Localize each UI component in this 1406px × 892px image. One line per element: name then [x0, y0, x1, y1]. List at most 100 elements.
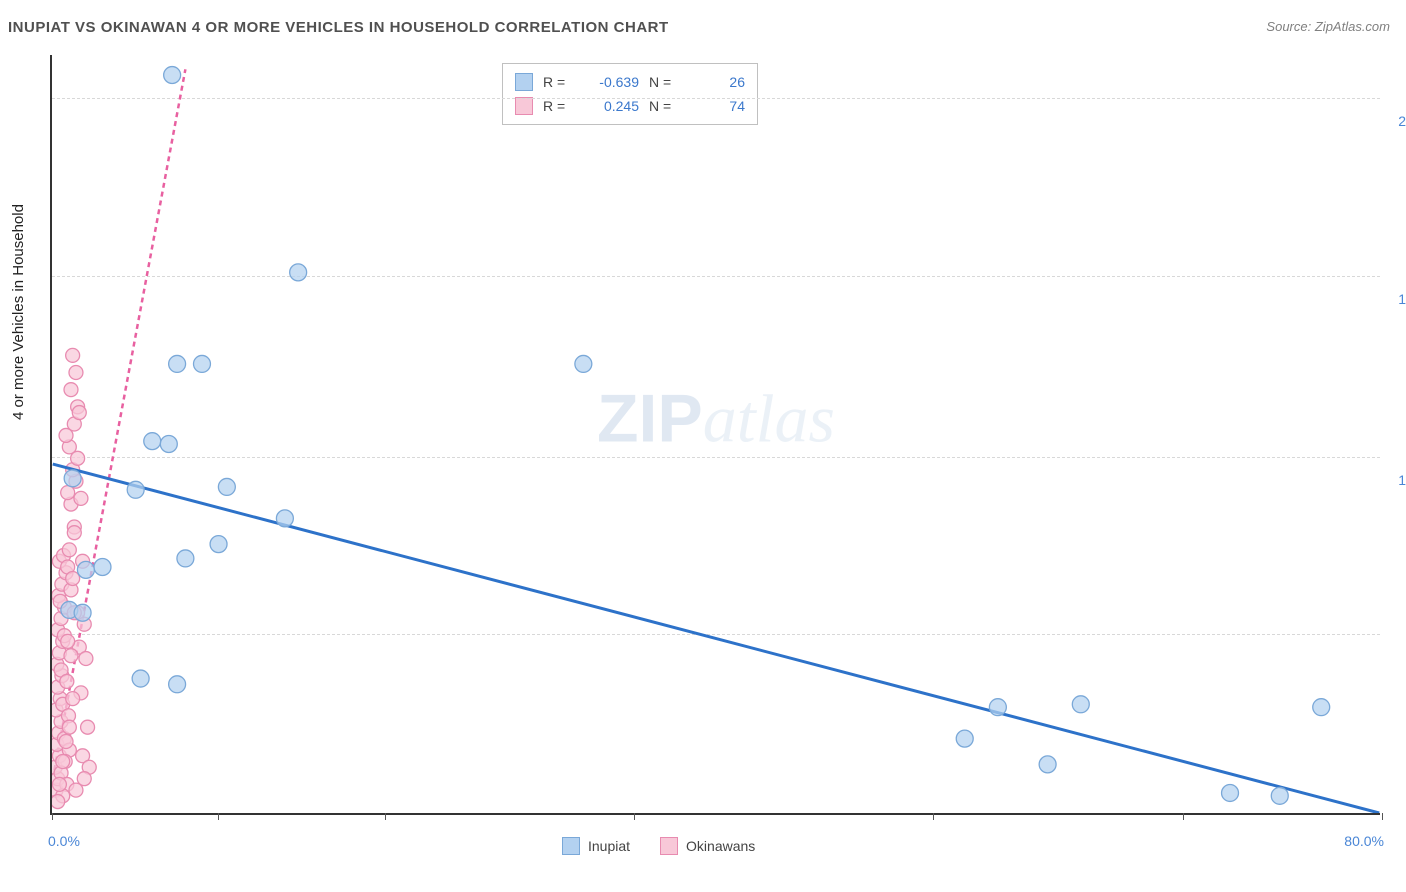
watermark-bold: ZIP: [597, 380, 703, 456]
data-point: [71, 400, 85, 414]
header-bar: INUPIAT VS OKINAWAN 4 OR MORE VEHICLES I…: [8, 15, 1398, 43]
data-point: [71, 451, 85, 465]
data-point: [52, 777, 66, 791]
x-tick: [52, 813, 53, 820]
series-legend: Inupiat Okinawans: [562, 837, 755, 855]
x-tick: [385, 813, 386, 820]
data-point: [64, 583, 78, 597]
data-point: [132, 670, 149, 687]
data-point: [58, 755, 72, 769]
x-tick-label: 0.0%: [48, 833, 80, 849]
y-tick-label: 18.8%: [1382, 291, 1406, 307]
data-point: [69, 783, 83, 797]
data-point: [77, 561, 94, 578]
data-point: [69, 366, 83, 380]
data-point: [59, 566, 73, 580]
data-point: [290, 264, 307, 281]
data-point: [52, 554, 66, 568]
data-point: [67, 526, 81, 540]
y-axis-label: 4 or more Vehicles in Household: [10, 204, 27, 420]
data-point: [61, 601, 78, 618]
watermark-light: atlas: [703, 380, 835, 456]
data-point: [64, 497, 78, 511]
data-point: [76, 749, 90, 763]
data-point: [52, 703, 63, 717]
data-point: [57, 732, 71, 746]
data-point: [62, 440, 76, 454]
y-tick-label: 6.3%: [1382, 649, 1406, 665]
data-point: [77, 617, 91, 631]
n-label: N =: [649, 74, 679, 90]
x-tick: [1183, 813, 1184, 820]
legend-item-okinawans: Okinawans: [660, 837, 755, 855]
data-point: [54, 612, 68, 626]
data-point: [66, 348, 80, 362]
data-point: [72, 406, 86, 420]
data-point: [169, 676, 186, 693]
data-point: [57, 600, 71, 614]
data-point: [64, 383, 78, 397]
legend-label-okinawans: Okinawans: [686, 838, 755, 854]
data-point: [64, 649, 78, 663]
data-point: [62, 720, 76, 734]
legend-row-inupiat: R = -0.639 N = 26: [515, 70, 745, 94]
data-point: [61, 634, 75, 648]
swatch-inupiat: [562, 837, 580, 855]
data-point: [57, 549, 71, 563]
plot-area: ZIPatlas R = -0.639 N = 26 R = 0.245 N =…: [50, 55, 1380, 815]
r-label: R =: [543, 98, 573, 114]
data-point: [67, 417, 81, 431]
source-label: Source:: [1266, 19, 1311, 34]
legend-item-inupiat: Inupiat: [562, 837, 630, 855]
data-point: [575, 355, 592, 372]
data-point: [69, 474, 83, 488]
data-point: [61, 560, 75, 574]
data-point: [989, 699, 1006, 716]
trend-line: [54, 69, 185, 770]
data-point: [164, 67, 181, 84]
data-point: [77, 772, 91, 786]
data-point: [66, 571, 80, 585]
n-label: N =: [649, 98, 679, 114]
data-point: [74, 491, 88, 505]
data-point: [1271, 787, 1288, 804]
trend-line: [53, 464, 1380, 813]
data-point: [59, 735, 73, 749]
data-point: [52, 795, 65, 809]
legend-label-inupiat: Inupiat: [588, 838, 630, 854]
data-point: [79, 652, 93, 666]
data-point: [160, 436, 177, 453]
x-tick-label: 80.0%: [1344, 833, 1384, 849]
data-point: [62, 543, 76, 557]
data-point: [177, 550, 194, 567]
data-point: [52, 783, 63, 797]
swatch-okinawans: [515, 97, 533, 115]
n-value-okinawans: 74: [689, 98, 745, 114]
data-point: [54, 766, 68, 780]
data-point: [54, 663, 68, 677]
data-point: [956, 730, 973, 747]
data-point: [210, 536, 227, 553]
x-tick: [933, 813, 934, 820]
data-point: [57, 629, 71, 643]
data-point: [66, 463, 80, 477]
correlation-legend: R = -0.639 N = 26 R = 0.245 N = 74: [502, 63, 758, 125]
data-point: [62, 709, 76, 723]
chart-title: INUPIAT VS OKINAWAN 4 OR MORE VEHICLES I…: [8, 19, 669, 36]
gridline: [52, 276, 1380, 277]
r-value-okinawans: 0.245: [583, 98, 639, 114]
data-point: [67, 606, 81, 620]
data-point: [76, 554, 90, 568]
r-label: R =: [543, 74, 573, 90]
data-point: [52, 589, 66, 603]
data-point: [52, 749, 66, 763]
r-value-inupiat: -0.639: [583, 74, 639, 90]
data-point: [60, 777, 74, 791]
data-point: [127, 481, 144, 498]
data-point: [1313, 699, 1330, 716]
data-point: [71, 606, 85, 620]
n-value-inupiat: 26: [689, 74, 745, 90]
data-point: [94, 559, 111, 576]
data-point: [1222, 784, 1239, 801]
data-point: [53, 594, 67, 608]
